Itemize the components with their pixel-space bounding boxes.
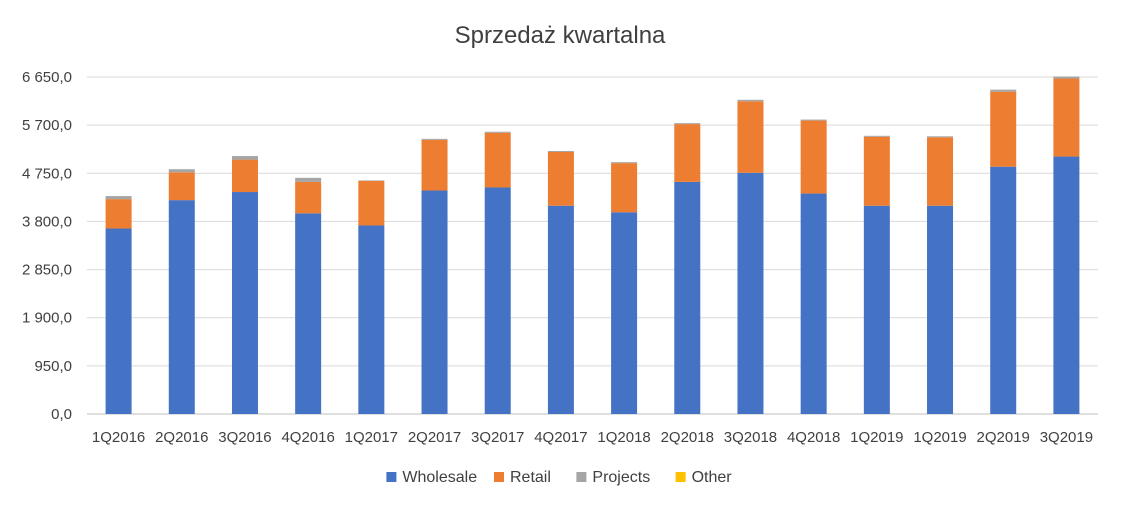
bar-retail-2q2019: [990, 91, 1017, 167]
bar-retail-1q2018: [611, 163, 638, 213]
bar-wholesale-1q2018: [611, 212, 638, 414]
bar-retail-1q2019: [863, 136, 890, 206]
x-tick-label: 1Q2019: [913, 429, 966, 446]
bar-projects-1q2018: [611, 162, 638, 164]
legend-label: Retail: [510, 469, 551, 486]
y-tick-label: 4 750,0: [22, 165, 72, 182]
bar-wholesale-2q2018: [674, 181, 701, 414]
bar-retail-3q2017: [484, 132, 511, 188]
bar-wholesale-1q2019: [927, 205, 954, 414]
bar-projects-3q2017: [484, 131, 511, 133]
y-tick-label: 950,0: [34, 358, 72, 375]
bar-projects-1q2019: [927, 136, 954, 138]
bar-wholesale-2q2016: [168, 200, 195, 414]
bar-retail-1q2016: [105, 199, 132, 229]
y-tick-label: 0,0: [51, 406, 72, 423]
bar-projects-4q2016: [295, 177, 322, 182]
x-axis-tick-labels: 1Q2016 2Q2016 3Q2016 4Q2016 1Q2017 2Q2017 3Q20…: [92, 429, 1093, 446]
bar-projects-4q2017: [547, 150, 574, 153]
bar-retail-2q2018: [674, 124, 701, 182]
legend-item-other: Other: [675, 469, 733, 486]
legend: Wholesale Retail Projects Other: [386, 469, 732, 486]
legend-label: Wholesale: [402, 469, 477, 486]
bar-wholesale-4q2017: [547, 205, 574, 414]
y-tick-label: 2 850,0: [22, 262, 72, 279]
bar-projects-4q2018: [800, 119, 827, 121]
y-tick-label: 3 800,0: [22, 213, 72, 230]
legend-swatch: [675, 472, 686, 482]
x-tick-label: 2Q2019: [977, 429, 1030, 446]
bar-projects-1q2019: [863, 135, 890, 137]
bar-retail-4q2017: [547, 152, 574, 206]
y-tick-label: 1 900,0: [22, 310, 72, 327]
bars: [105, 76, 1080, 414]
bar-wholesale-3q2018: [737, 172, 764, 414]
y-tick-label: 6 650,0: [22, 69, 72, 86]
x-tick-label: 3Q2017: [471, 429, 524, 446]
x-tick-label: 1Q2016: [92, 429, 145, 446]
x-tick-label: 1Q2019: [850, 429, 903, 446]
bar-projects-3q2016: [231, 156, 258, 160]
bar-projects-1q2016: [105, 196, 132, 200]
bar-retail-2q2016: [168, 172, 195, 201]
bar-retail-3q2016: [231, 159, 258, 193]
bar-projects-3q2019: [1053, 76, 1080, 79]
x-tick-label: 2Q2017: [408, 429, 461, 446]
bar-wholesale-2q2019: [990, 166, 1017, 414]
y-tick-label: 5 700,0: [22, 117, 72, 134]
x-tick-label: 4Q2016: [281, 429, 334, 446]
bar-wholesale-4q2018: [800, 193, 827, 414]
x-tick-label: 1Q2018: [597, 429, 650, 446]
bar-projects-1q2017: [358, 180, 385, 181]
legend-swatch: [494, 472, 504, 482]
legend-label: Projects: [592, 469, 650, 486]
bar-wholesale-3q2017: [484, 187, 511, 414]
bar-retail-1q2019: [927, 137, 954, 206]
bar-wholesale-3q2019: [1053, 156, 1080, 414]
bar-wholesale-1q2019: [863, 205, 890, 414]
bar-retail-3q2018: [737, 101, 764, 173]
legend-item-retail: Retail: [494, 469, 551, 486]
bar-wholesale-1q2017: [358, 225, 385, 414]
bar-wholesale-2q2017: [421, 190, 448, 414]
legend-item-projects: Projects: [576, 469, 650, 486]
x-tick-label: 3Q2018: [724, 429, 777, 446]
bar-wholesale-1q2016: [105, 228, 132, 414]
bar-retail-3q2019: [1053, 78, 1080, 157]
bar-wholesale-4q2016: [295, 213, 322, 414]
legend-label: Other: [692, 469, 733, 486]
y-axis-tick-labels: 0,0 950,0 1 900,0 2 850,0 3 800,0 4 750,0 5 70…: [22, 69, 72, 423]
x-tick-label: 4Q2017: [534, 429, 587, 446]
legend-swatch: [576, 472, 587, 482]
legend-item-wholesale: Wholesale: [386, 469, 477, 486]
bar-wholesale-3q2016: [231, 192, 258, 414]
bar-projects-2q2018: [674, 123, 701, 125]
bar-projects-3q2018: [737, 99, 764, 102]
x-tick-label: 3Q2016: [218, 429, 271, 446]
x-tick-label: 4Q2018: [787, 429, 840, 446]
x-tick-label: 2Q2018: [661, 429, 714, 446]
legend-swatch: [386, 472, 397, 482]
bar-projects-2q2017: [421, 138, 448, 140]
chart-title: Sprzedaż kwartalna: [455, 22, 666, 49]
bar-retail-1q2017: [358, 180, 385, 226]
bar-projects-2q2016: [168, 169, 195, 173]
bar-projects-2q2019: [990, 89, 1017, 92]
x-tick-label: 3Q2019: [1040, 429, 1093, 446]
x-tick-label: 1Q2017: [345, 429, 398, 446]
bar-retail-4q2018: [800, 120, 827, 194]
x-tick-label: 2Q2016: [155, 429, 208, 446]
bar-retail-2q2017: [421, 139, 448, 191]
bar-retail-4q2016: [295, 181, 322, 214]
